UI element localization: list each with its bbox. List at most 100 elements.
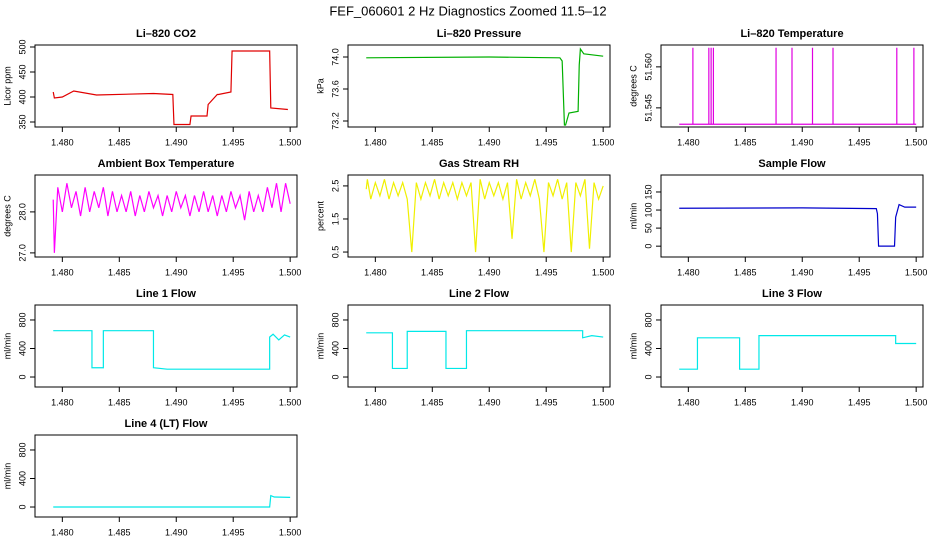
x-tick-label: 1.495: [222, 137, 245, 147]
data-line: [52, 183, 291, 253]
y-tick-label: 800: [330, 312, 340, 327]
x-tick-label: 1.495: [222, 527, 245, 537]
x-tick-label: 1.500: [592, 137, 615, 147]
y-tick-label: 0.5: [330, 246, 340, 259]
y-tick-label: 800: [17, 312, 27, 327]
y-tick-label: 800: [643, 312, 653, 327]
plot-frame: [660, 44, 924, 128]
x-tick-label: 1.500: [279, 267, 302, 277]
y-tick-label: 400: [643, 341, 653, 356]
y-tick-label: 73.6: [330, 80, 340, 98]
y-tick-label: 450: [17, 64, 27, 79]
y-tick-label: 0: [17, 505, 27, 510]
y-tick-label: 500: [17, 39, 27, 54]
x-tick-label: 1.485: [734, 137, 757, 147]
chart-title: Gas Stream RH: [439, 158, 519, 170]
x-tick-label: 1.490: [791, 137, 814, 147]
x-tick-label: 1.500: [279, 137, 302, 147]
y-tick-label: 100: [643, 203, 653, 218]
data-line: [365, 179, 604, 253]
x-tick-label: 1.480: [677, 397, 700, 407]
chart-title: Ambient Box Temperature: [98, 158, 235, 170]
y-tick-label: 2.5: [330, 180, 340, 193]
chart-title: Li–820 Pressure: [437, 28, 521, 40]
y-tick-label: 150: [643, 184, 653, 199]
y-axis-label: degrees C: [628, 65, 638, 107]
x-tick-label: 1.485: [421, 137, 444, 147]
x-tick-label: 1.485: [421, 267, 444, 277]
chart-title: Sample Flow: [758, 158, 826, 170]
x-tick-label: 1.500: [592, 397, 615, 407]
plot-frame: [660, 304, 924, 388]
plot-frame: [347, 174, 611, 258]
y-axis-label: percent: [315, 200, 325, 231]
plot-frame: [34, 44, 298, 128]
y-axis-label: kPa: [315, 78, 325, 94]
y-tick-label: 0: [17, 375, 27, 380]
chart-title: Li–820 Temperature: [740, 28, 843, 40]
chart-title: Line 1 Flow: [136, 288, 196, 300]
x-tick-label: 1.490: [165, 137, 188, 147]
data-line: [679, 203, 917, 247]
x-tick-label: 1.485: [421, 397, 444, 407]
x-tick-label: 1.485: [734, 267, 757, 277]
y-axis-label: ml/min: [628, 203, 638, 230]
x-tick-label: 1.490: [478, 137, 501, 147]
y-axis-label: degrees C: [2, 195, 12, 237]
chart-title: Line 2 Flow: [449, 288, 509, 300]
y-tick-label: 28.0: [17, 203, 27, 221]
x-tick-label: 1.500: [279, 397, 302, 407]
x-tick-label: 1.480: [364, 137, 387, 147]
page-title: FEF_060601 2 Hz Diagnostics Zoomed 11.5–…: [329, 3, 606, 18]
y-axis-label: Licor ppm: [2, 66, 12, 106]
chart-title: Li–820 CO2: [136, 28, 196, 40]
x-tick-label: 1.480: [51, 397, 74, 407]
plot-frame: [34, 434, 298, 518]
x-tick-label: 1.490: [165, 527, 188, 537]
y-tick-label: 51.545: [643, 94, 653, 122]
y-axis-label: ml/min: [628, 333, 638, 360]
y-tick-label: 400: [17, 89, 27, 104]
x-tick-label: 1.490: [165, 397, 188, 407]
x-tick-label: 1.500: [905, 397, 928, 407]
x-tick-label: 1.495: [535, 267, 558, 277]
x-tick-label: 1.480: [51, 527, 74, 537]
x-tick-label: 1.490: [478, 267, 501, 277]
x-tick-label: 1.480: [364, 397, 387, 407]
x-tick-label: 1.495: [848, 267, 871, 277]
y-tick-label: 50: [643, 223, 653, 233]
y-tick-label: 74.0: [330, 48, 340, 66]
x-tick-label: 1.490: [478, 397, 501, 407]
x-tick-label: 1.495: [222, 267, 245, 277]
y-tick-label: 400: [330, 341, 340, 356]
x-tick-label: 1.480: [51, 137, 74, 147]
data-line: [52, 50, 288, 126]
y-tick-label: 51.560: [643, 53, 653, 81]
data-line: [366, 330, 604, 370]
x-tick-label: 1.485: [108, 267, 131, 277]
x-tick-label: 1.500: [905, 267, 928, 277]
data-line: [53, 330, 291, 370]
y-tick-label: 400: [17, 471, 27, 486]
x-tick-label: 1.495: [222, 397, 245, 407]
y-axis-label: ml/min: [315, 333, 325, 360]
y-tick-label: 73.2: [330, 112, 340, 130]
x-tick-label: 1.495: [535, 137, 558, 147]
plot-frame: [347, 44, 611, 128]
y-tick-label: 350: [17, 114, 27, 129]
y-tick-label: 0: [643, 244, 653, 249]
data-line: [679, 47, 917, 125]
x-tick-label: 1.480: [51, 267, 74, 277]
x-tick-label: 1.500: [592, 267, 615, 277]
y-tick-label: 400: [17, 341, 27, 356]
x-tick-label: 1.500: [279, 527, 302, 537]
x-tick-label: 1.485: [108, 397, 131, 407]
y-tick-label: 27.0: [17, 244, 27, 262]
y-tick-label: 800: [17, 442, 27, 457]
y-tick-label: 0: [330, 375, 340, 380]
data-line: [679, 335, 917, 370]
x-tick-label: 1.485: [108, 527, 131, 537]
y-axis-label: ml/min: [2, 463, 12, 490]
x-tick-label: 1.490: [791, 267, 814, 277]
